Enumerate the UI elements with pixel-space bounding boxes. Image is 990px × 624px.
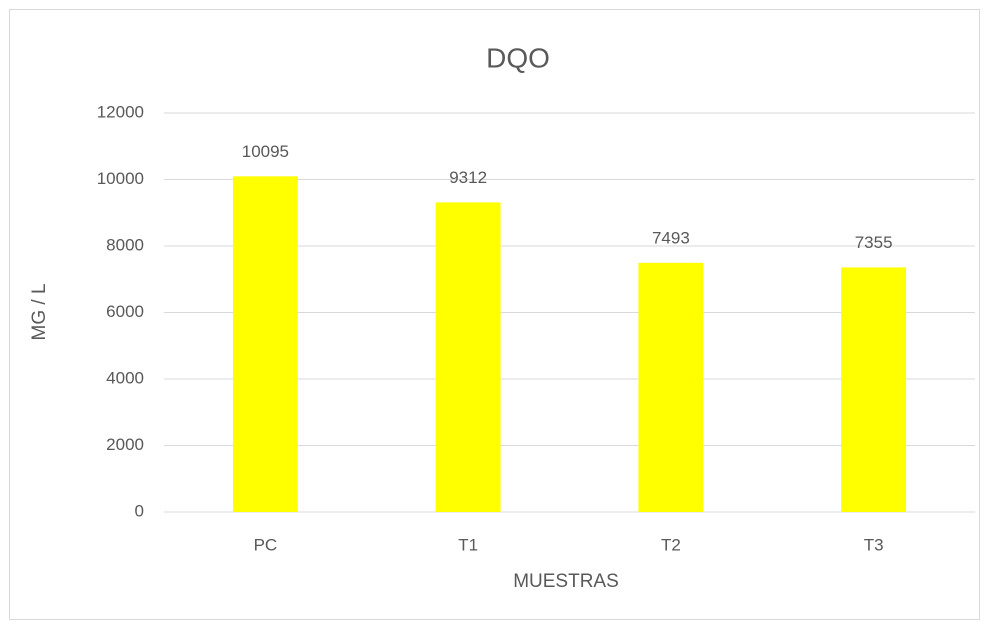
- data-label: 10095: [242, 142, 289, 161]
- data-label: 9312: [449, 168, 487, 187]
- data-label: 7355: [855, 233, 893, 252]
- bar: [638, 262, 704, 512]
- y-tick-label: 0: [135, 501, 144, 520]
- y-tick-label: 2000: [106, 435, 144, 454]
- x-tick-label: PC: [254, 535, 278, 554]
- bar: [841, 267, 907, 512]
- x-axis-label: MUESTRAS: [513, 571, 619, 592]
- chart-title: DQO: [486, 42, 550, 73]
- y-axis-label: MG / L: [29, 283, 50, 340]
- y-tick-label: 8000: [106, 235, 144, 254]
- x-tick-label: T2: [661, 535, 681, 554]
- bar: [435, 202, 501, 512]
- x-tick-label: T1: [458, 535, 478, 554]
- y-tick-label: 12000: [97, 102, 144, 121]
- x-tick-label: T3: [864, 535, 884, 554]
- y-tick-label: 10000: [97, 169, 144, 188]
- y-tick-label: 4000: [106, 368, 144, 387]
- data-label: 7493: [652, 228, 690, 247]
- bar: [232, 176, 298, 512]
- y-tick-label: 6000: [106, 302, 144, 321]
